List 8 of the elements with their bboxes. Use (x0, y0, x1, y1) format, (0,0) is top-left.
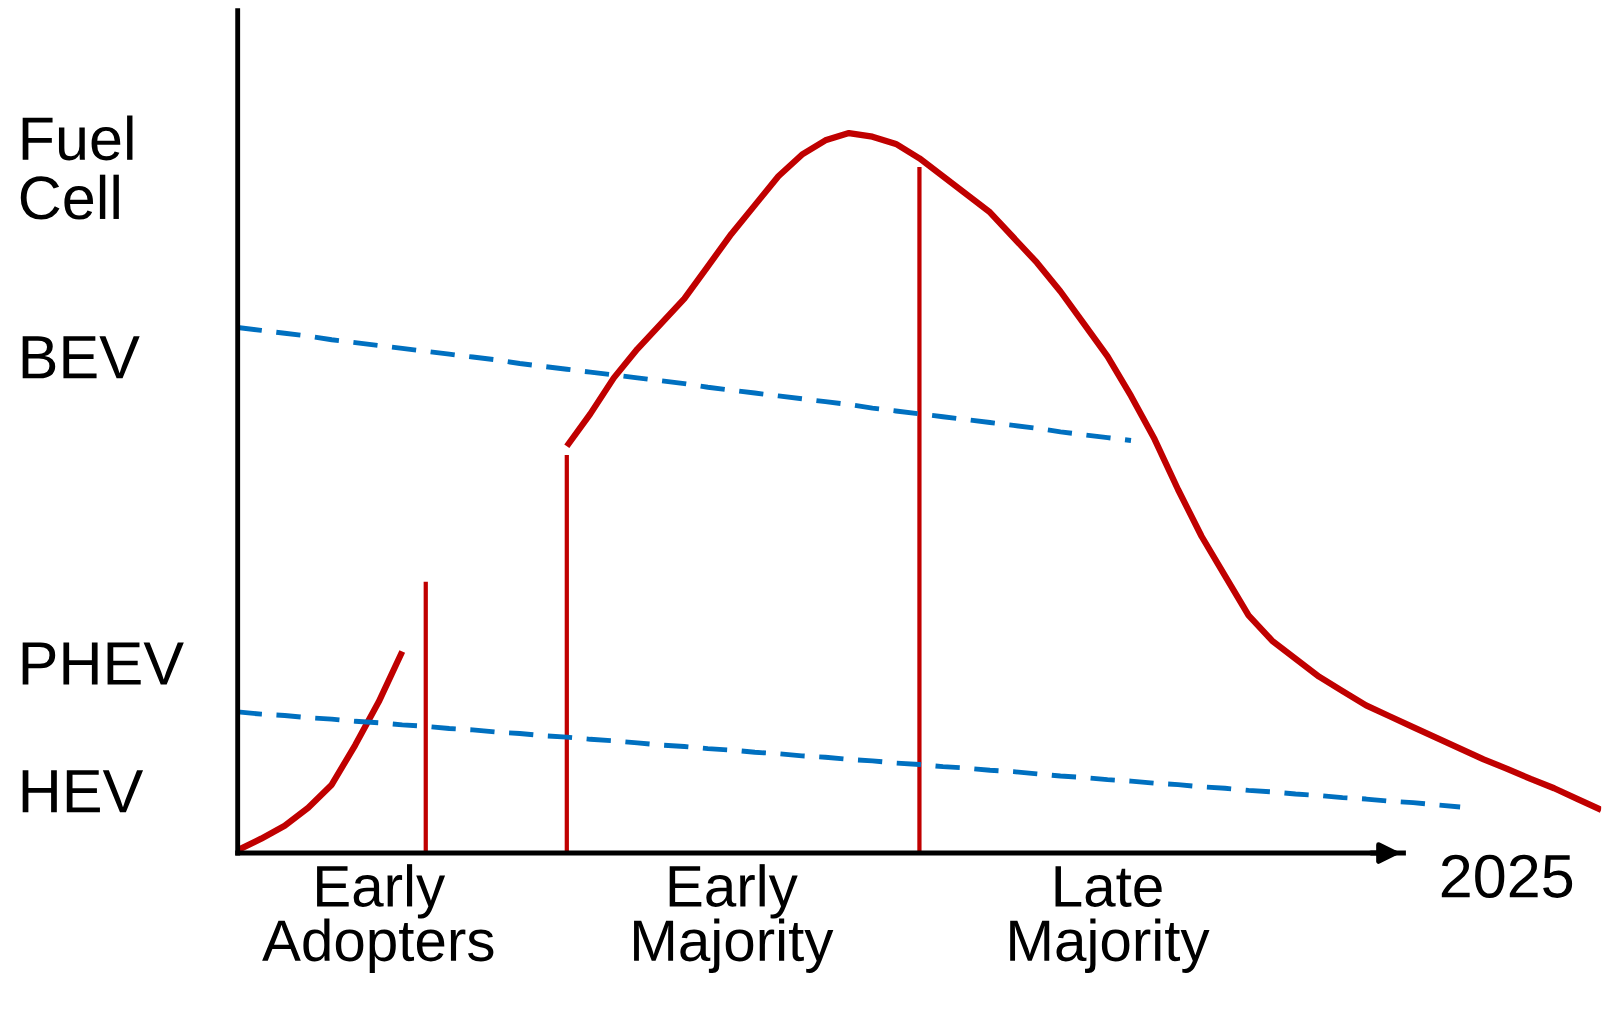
x-tick-label: Early Majority (634, 864, 834, 973)
x-axis-title: 2025 (1441, 854, 1573, 898)
text: HEV (22, 770, 144, 813)
x-tick-label: Late Majority (1010, 866, 1210, 973)
text: PHEV (22, 642, 184, 685)
x-tick-label: Early Adopters (262, 864, 494, 973)
text: BEV (22, 336, 140, 379)
text: Fuel Cell (20, 115, 133, 220)
